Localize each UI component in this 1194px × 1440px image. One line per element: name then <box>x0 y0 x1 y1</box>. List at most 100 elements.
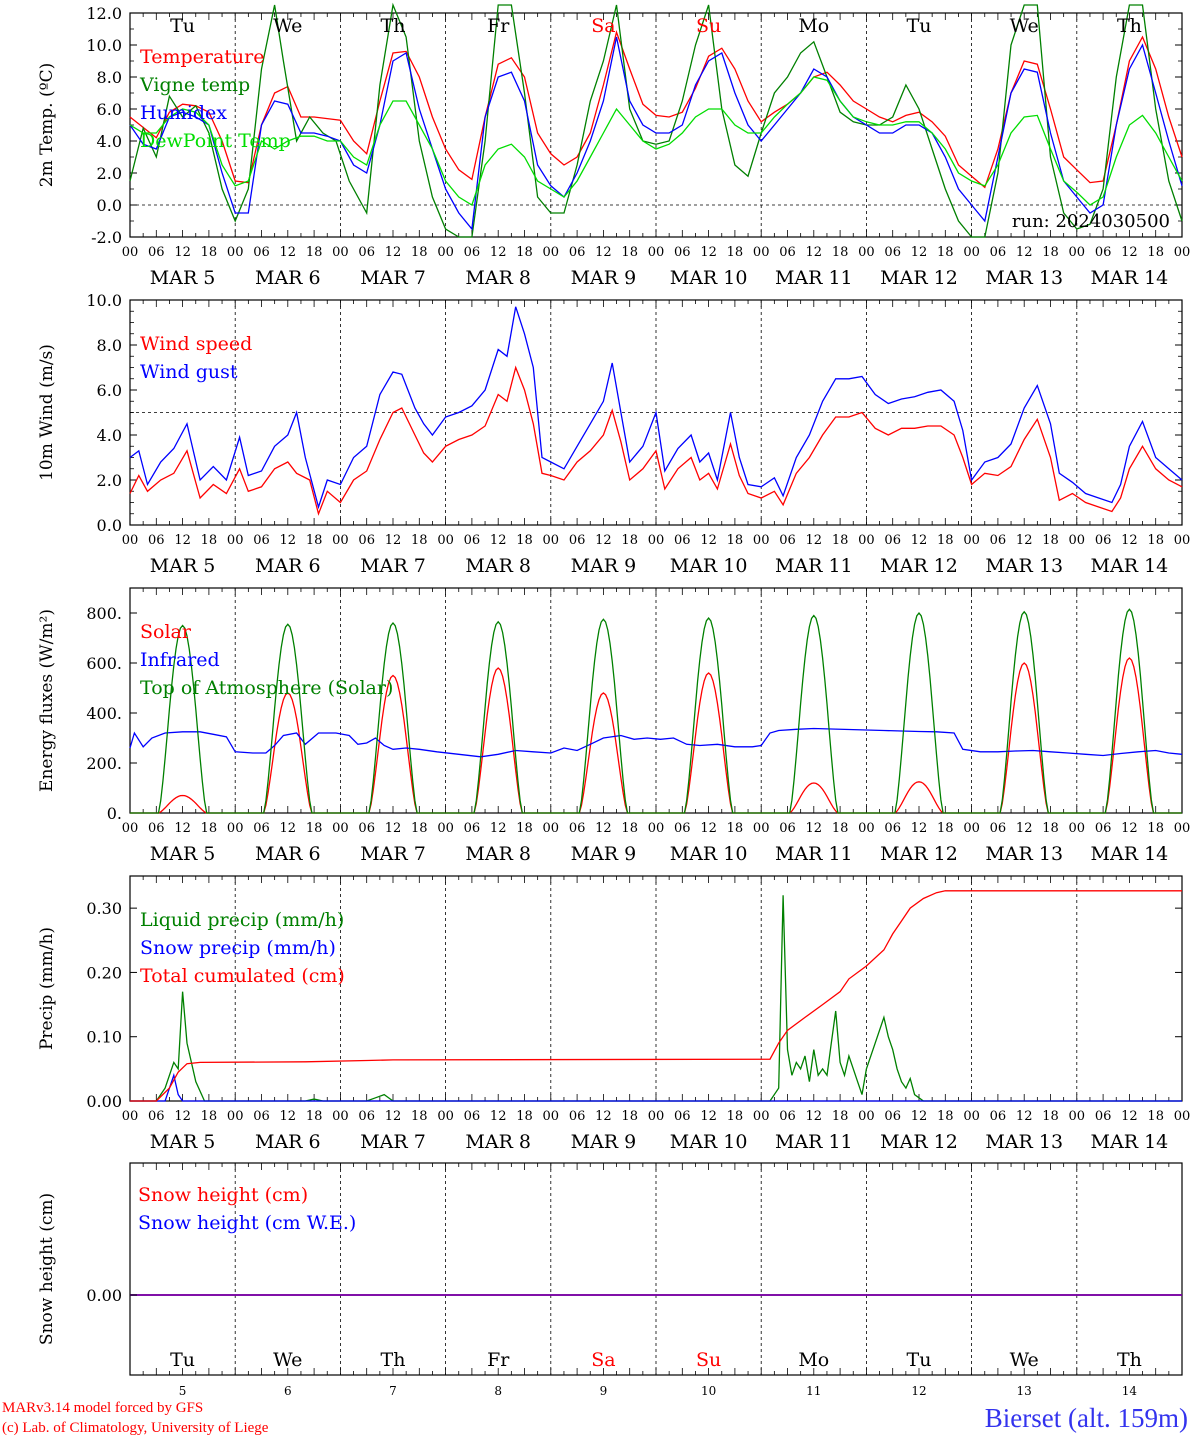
day-number: 14 <box>1122 1384 1138 1398</box>
hour-label: 18 <box>516 821 533 836</box>
hour-label: 00 <box>1174 533 1191 548</box>
hour-label: 00 <box>1174 245 1191 260</box>
weekday-label: Sa <box>591 1349 615 1371</box>
hour-label: 00 <box>332 1109 349 1124</box>
y-tick-label: 10.0 <box>86 36 122 55</box>
hour-label: 12 <box>280 245 297 260</box>
date-label: MAR 6 <box>255 1131 321 1153</box>
hour-label: 18 <box>201 1109 218 1124</box>
y-tick-label: 2.0 <box>97 471 122 490</box>
hour-label: 00 <box>858 533 875 548</box>
hour-label: 18 <box>411 533 428 548</box>
y-axis-label: Precip (mm/h) <box>37 927 57 1050</box>
hour-label: 18 <box>1147 1109 1164 1124</box>
day-number: 12 <box>911 1384 926 1398</box>
weekday-label: Tu <box>907 15 932 37</box>
hour-label: 06 <box>990 533 1007 548</box>
hour-label: 18 <box>516 533 533 548</box>
hour-label: 06 <box>884 1109 901 1124</box>
hour-label: 12 <box>280 533 297 548</box>
weekday-label: Th <box>1117 15 1142 37</box>
hour-label: 18 <box>1042 1109 1059 1124</box>
hour-label: 12 <box>806 533 823 548</box>
hour-label: 06 <box>1095 821 1112 836</box>
date-label: MAR 11 <box>775 1131 853 1153</box>
weekday-label: Tu <box>907 1349 932 1371</box>
hour-label: 00 <box>543 1109 560 1124</box>
hour-label: 18 <box>937 821 954 836</box>
weekday-label: We <box>1010 15 1039 37</box>
y-axis-label: 2m Temp. (ºC) <box>37 63 57 188</box>
weekday-label: Mo <box>798 1349 829 1371</box>
hour-label: 12 <box>490 1109 507 1124</box>
hour-label: 12 <box>385 1109 402 1124</box>
hour-label: 00 <box>122 533 139 548</box>
hour-label: 12 <box>595 1109 612 1124</box>
hour-label: 00 <box>1069 245 1086 260</box>
hour-label: 12 <box>911 245 928 260</box>
hour-label: 18 <box>832 821 849 836</box>
y-tick-label: 0.00 <box>86 1286 122 1305</box>
hour-label: 12 <box>595 821 612 836</box>
y-axis-label: 10m Wind (m/s) <box>37 344 57 481</box>
hour-label: 06 <box>884 533 901 548</box>
hour-label: 00 <box>227 533 244 548</box>
hour-label: 06 <box>358 821 375 836</box>
hour-label: 00 <box>753 1109 770 1124</box>
plot-frame <box>129 587 1183 814</box>
hour-label: 00 <box>1069 1109 1086 1124</box>
hour-label: 00 <box>858 245 875 260</box>
hour-label: 00 <box>753 245 770 260</box>
hour-label: 06 <box>1095 1109 1112 1124</box>
date-label: MAR 11 <box>775 267 853 289</box>
hour-label: 06 <box>1095 533 1112 548</box>
weekday-label: Sa <box>591 15 615 37</box>
date-label: MAR 14 <box>1091 1131 1169 1153</box>
date-label: MAR 6 <box>255 843 321 865</box>
hour-label: 00 <box>963 821 980 836</box>
hour-label: 12 <box>806 821 823 836</box>
hour-label: 12 <box>1016 1109 1033 1124</box>
hour-label: 18 <box>937 245 954 260</box>
hour-label: 06 <box>674 245 691 260</box>
y-tick-label: 0. <box>107 804 122 823</box>
hour-label: 12 <box>174 1109 191 1124</box>
hour-label: 06 <box>358 245 375 260</box>
hour-label: 00 <box>437 245 454 260</box>
credit-model: MARv3.14 model forced by GFS <box>2 1400 204 1416</box>
date-label: MAR 7 <box>360 267 426 289</box>
hour-label: 00 <box>227 1109 244 1124</box>
y-tick-label: 4.0 <box>97 132 122 151</box>
series-line <box>130 608 1182 814</box>
series-line <box>130 1072 1182 1102</box>
plot-frame <box>129 12 1183 238</box>
hour-label: 06 <box>569 1109 586 1124</box>
date-label: MAR 13 <box>985 555 1063 577</box>
hour-label: 06 <box>253 533 270 548</box>
date-label: MAR 5 <box>150 1131 216 1153</box>
hour-label: 00 <box>543 821 560 836</box>
y-tick-label: 2.0 <box>97 164 122 183</box>
legend-entry: DewPoint Temp <box>140 130 291 152</box>
hour-label: 00 <box>437 533 454 548</box>
hour-label: 12 <box>595 245 612 260</box>
y-tick-label: 6.0 <box>97 381 122 400</box>
hour-label: 18 <box>727 245 744 260</box>
weekday-label: Fr <box>487 1349 510 1371</box>
hour-label: 18 <box>1147 821 1164 836</box>
hour-label: 00 <box>1174 1109 1191 1124</box>
hour-label: 18 <box>621 1109 638 1124</box>
hour-label: 12 <box>806 245 823 260</box>
hour-label: 06 <box>148 1109 165 1124</box>
hour-label: 00 <box>858 821 875 836</box>
legend-entry: Temperature <box>140 46 264 68</box>
hour-label: 18 <box>832 1109 849 1124</box>
hour-label: 12 <box>174 533 191 548</box>
hour-label: 18 <box>411 1109 428 1124</box>
series-line <box>129 36 1183 231</box>
hour-label: 18 <box>411 821 428 836</box>
hour-label: 12 <box>1121 1109 1138 1124</box>
hour-label: 18 <box>411 245 428 260</box>
date-label: MAR 12 <box>880 267 958 289</box>
hour-label: 06 <box>148 533 165 548</box>
